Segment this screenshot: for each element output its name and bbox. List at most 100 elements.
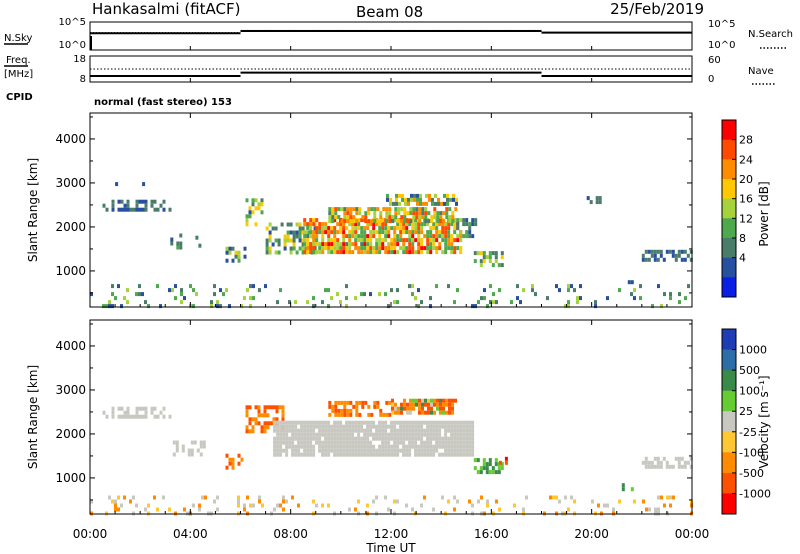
heatmap-cell (366, 234, 370, 239)
heatmap-cell (315, 250, 319, 255)
heatmap-cell (277, 242, 281, 247)
heatmap-cell (366, 452, 370, 457)
heatmap-cell (129, 499, 132, 504)
heatmap-cell (330, 246, 334, 251)
heatmap-cell (312, 222, 316, 227)
heatmap-cell (415, 211, 419, 216)
heatmap-cell (594, 300, 597, 305)
heatmap-cell (328, 400, 332, 405)
heatmap-cell (402, 444, 406, 449)
heatmap-cell (369, 448, 373, 453)
heatmap-cell (453, 444, 457, 449)
heatmap-cell (473, 458, 477, 463)
heatmap-cell (385, 412, 389, 417)
heatmap-cell (367, 412, 371, 417)
heatmap-cell (427, 410, 430, 415)
heatmap-cell (90, 292, 93, 297)
colorbar-swatch (722, 411, 736, 433)
heatmap-cell (375, 448, 379, 453)
heatmap-cell (336, 444, 340, 449)
heatmap-cell (391, 406, 394, 411)
heatmap-cell (393, 300, 396, 305)
heatmap-cell (432, 222, 436, 227)
heatmap-cell (441, 424, 445, 429)
heatmap-cell (393, 444, 397, 449)
heatmap-cell (138, 292, 141, 297)
heatmap-cell (111, 304, 114, 309)
heatmap-cell (228, 461, 232, 466)
heatmap-cell (159, 203, 163, 208)
heatmap-cell (375, 436, 379, 441)
heatmap-cell (396, 226, 400, 231)
heatmap-cell (421, 215, 425, 220)
heatmap-cell (363, 292, 366, 297)
heatmap-cell (321, 440, 325, 445)
heatmap-cell (402, 420, 406, 425)
heatmap-cell (395, 197, 398, 202)
heatmap-cell (471, 218, 475, 223)
heatmap-cell (396, 288, 399, 293)
heatmap-cell (406, 219, 410, 224)
heatmap-cell (432, 238, 436, 243)
heatmap-cell (334, 412, 338, 417)
heatmap-cell (669, 495, 672, 500)
heatmap-cell (289, 222, 293, 227)
heatmap-cell (491, 263, 495, 268)
heatmap-cell (240, 457, 244, 462)
heatmap-cell (355, 400, 359, 405)
heatmap-cell (288, 420, 292, 425)
heatmap-cell (153, 414, 157, 419)
heatmap-cell (462, 420, 466, 425)
heatmap-cell (315, 420, 319, 425)
noise-panel-frame (89, 21, 693, 51)
heatmap-cell (318, 420, 322, 425)
heatmap-cell (348, 234, 352, 239)
heatmap-cell (445, 207, 449, 212)
heatmap-cell (175, 448, 179, 453)
heatmap-cell (450, 424, 454, 429)
heatmap-cell (459, 424, 463, 429)
heatmap-cell (450, 420, 454, 425)
heatmap-cell (459, 440, 463, 445)
heatmap-cell (429, 246, 433, 251)
heatmap-cell (324, 226, 328, 231)
heatmap-cell (420, 226, 424, 231)
heatmap-cell (355, 404, 359, 409)
heatmap-cell (436, 219, 440, 224)
heatmap-cell (180, 288, 183, 293)
heatmap-cell (340, 400, 344, 405)
heatmap-cell (428, 193, 431, 198)
heatmap-cell (435, 250, 439, 255)
heatmap-cell (429, 432, 433, 437)
heatmap-cell (375, 428, 379, 433)
heatmap-cell (424, 215, 428, 220)
heatmap-cell (656, 249, 660, 254)
heatmap-cell (468, 499, 471, 504)
heatmap-cell (141, 292, 144, 297)
heatmap-cell (339, 230, 343, 235)
heatmap-cell (555, 284, 558, 289)
heatmap-cell (396, 432, 400, 437)
heatmap-cell (175, 444, 179, 449)
heatmap-cell (405, 222, 409, 227)
heatmap-cell (297, 444, 301, 449)
heatmap-cell (399, 226, 403, 231)
heatmap-cell (343, 219, 347, 224)
heatmap-cell (633, 288, 636, 293)
heatmap-cell (462, 424, 466, 429)
heatmap-cell (668, 464, 672, 469)
heatmap-cell (351, 432, 355, 437)
heatmap-cell (309, 436, 313, 441)
heatmap-cell (111, 414, 115, 419)
heatmap-cell (456, 288, 459, 293)
heatmap-cell (312, 428, 316, 433)
heatmap-cell (450, 242, 454, 247)
heatmap-cell (279, 432, 283, 437)
heatmap-cell (434, 201, 437, 206)
colorbar-tick-label: 12 (739, 212, 753, 225)
heatmap-cell (144, 406, 148, 411)
heatmap-cell (394, 406, 397, 411)
heatmap-cell (408, 444, 412, 449)
heatmap-cell (198, 507, 201, 512)
heatmap-cell (321, 230, 325, 235)
